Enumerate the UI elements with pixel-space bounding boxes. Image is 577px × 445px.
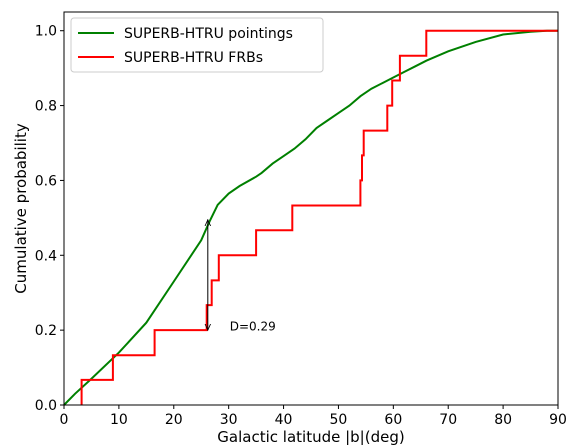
x-tick-label: 20 <box>165 412 183 428</box>
y-tick-label: 0.2 <box>35 323 57 339</box>
x-tick-label: 60 <box>384 412 402 428</box>
y-tick-label: 0.8 <box>35 99 57 115</box>
legend-label-pointings: SUPERB-HTRU pointings <box>124 26 293 42</box>
x-tick-label: 80 <box>494 412 512 428</box>
legend-label-frbs: SUPERB-HTRU FRBs <box>124 50 263 66</box>
x-tick-label: 50 <box>330 412 348 428</box>
legend: SUPERB-HTRU pointings SUPERB-HTRU FRBs <box>70 17 324 73</box>
series-layer <box>63 29 558 406</box>
x-tick-label: 30 <box>220 412 238 428</box>
x-tick-label: 90 <box>549 412 567 428</box>
x-tick-label: 10 <box>110 412 128 428</box>
y-tick-label: 0.6 <box>35 173 57 189</box>
y-tick-label: 1.0 <box>35 24 57 40</box>
annotation-layer: D=0.29 <box>208 220 276 333</box>
ks-distance-label: D=0.29 <box>230 319 276 333</box>
x-tick-label: 40 <box>275 412 293 428</box>
x-axis: 0 10 20 30 40 50 60 70 80 90 <box>60 405 567 428</box>
x-axis-label: Galactic latitude |b|(deg) <box>217 428 404 445</box>
plot-frame <box>63 11 559 406</box>
y-tick-label: 0.0 <box>35 398 57 414</box>
y-axis: 0.0 0.2 0.4 0.6 0.8 1.0 <box>35 24 64 414</box>
y-tick-label: 0.4 <box>35 248 57 264</box>
y-axis-label: Cumulative probability <box>12 123 30 294</box>
x-tick-label: 0 <box>60 412 69 428</box>
legend-box <box>70 17 324 73</box>
series-line-frbs <box>80 29 558 405</box>
x-tick-label: 70 <box>439 412 457 428</box>
series-line-pointings <box>63 29 558 406</box>
